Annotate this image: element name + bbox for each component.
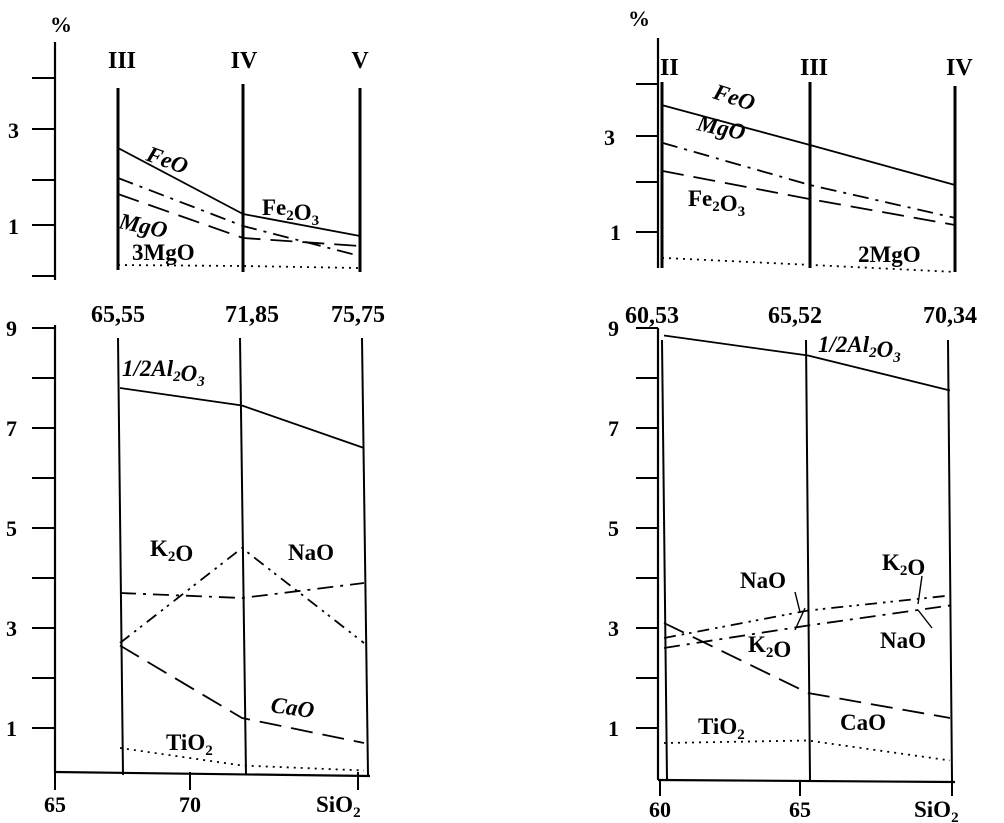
right-bottom-label-tio2: TiO2 <box>698 714 745 743</box>
left-top-label-3mgo: 3MgO <box>132 240 195 265</box>
right-top-label-fe2o3: Fe2O3 <box>688 186 745 220</box>
left-bottom-series-k2o <box>119 582 365 599</box>
left-bottom-x-axis-label-sio2: SiO2 <box>316 792 361 821</box>
right-bottom-label-k2o: K2O <box>748 632 791 662</box>
left-bottom-y-tick-label: 7 <box>6 416 17 441</box>
right-bottom-column-line <box>947 339 953 781</box>
left-bottom-label-tio2: TiO2 <box>166 730 213 759</box>
right-bottom-y-tick-label: 9 <box>608 316 619 341</box>
left-top-stage-label: V <box>351 48 369 74</box>
left-bottom-label-cao: CaO <box>269 692 316 723</box>
right-top-series-2mgo <box>661 256 956 273</box>
left-top-y-unit: % <box>50 12 72 37</box>
left-bottom-column-line <box>117 337 124 776</box>
right-top-label-2mgo: 2MgO <box>858 242 921 267</box>
left-bottom-column-line <box>239 337 247 776</box>
left-top-stage-label: III <box>108 48 136 74</box>
right-top-y-unit: % <box>628 6 650 31</box>
left-bottom-column-value: 71,85 <box>225 302 279 328</box>
left-top-label-mgo: MgO <box>116 208 170 243</box>
left-bottom-column-line <box>361 337 369 776</box>
right-bottom-x-axis-label-sio2: SiO2 <box>914 797 959 823</box>
left-top-series-feo <box>117 147 244 215</box>
right-bottom-column-line <box>805 339 811 781</box>
left-top-label-fe2o3: Fe2O3 <box>262 195 319 229</box>
right-bottom-series-nao <box>663 594 951 639</box>
left-top-y-tick-label: 3 <box>8 118 19 143</box>
right-bottom-x-axis <box>657 778 956 784</box>
right-bottom-leader-k2o <box>794 607 806 631</box>
right-bottom-series-1-2al2o3 <box>663 334 951 392</box>
left-bottom-y-tick-label: 3 <box>6 616 17 641</box>
left-top-stage-label: IV <box>231 48 258 74</box>
left-bottom-column-value: 75,75 <box>331 302 385 328</box>
left-bottom-series-nao <box>119 546 365 644</box>
left-bottom-x-axis <box>54 770 371 778</box>
left-top-series-mgo <box>117 193 361 247</box>
right-bottom-label-al2o3: 1/2Al2O3 <box>818 332 901 366</box>
right-top-series-feo <box>661 104 956 186</box>
left-bottom-y-tick-label: 1 <box>6 716 17 741</box>
right-bottom-label-k2o-right: K2O <box>882 550 925 580</box>
right-bottom-x-tick-label: 60 <box>649 797 671 822</box>
right-top-y-tick-label: 3 <box>604 125 615 150</box>
left-bottom-label-nao: NaO <box>288 540 334 565</box>
right-bottom-y-tick-label: 7 <box>608 416 619 441</box>
left-bottom-y-tick-label: 5 <box>6 516 17 541</box>
right-top-stage-label: III <box>800 55 828 81</box>
right-bottom-series-cao <box>663 622 951 719</box>
left-bottom-x-tick-label: 70 <box>179 792 201 817</box>
right-bottom-y-tick-label: 1 <box>608 716 619 741</box>
left-bottom-label-al2o3: 1/2Al2O3 <box>122 356 205 390</box>
right-bottom-leader-nao <box>794 591 801 613</box>
left-top-series-3mgo <box>117 264 361 269</box>
right-bottom-column-line <box>661 339 668 781</box>
left-bottom-column-value: 65,55 <box>91 302 145 328</box>
right-top-label-feo: FeO <box>710 79 759 116</box>
left-bottom-series-1-2al2o3 <box>119 387 365 449</box>
left-bottom-label-k2o: K2O <box>150 536 193 566</box>
right-top-series-fe2o3 <box>661 170 956 226</box>
right-top-y-tick-label: 1 <box>610 220 621 245</box>
right-bottom-y-tick-label: 5 <box>608 516 619 541</box>
right-bottom-y-tick-label: 3 <box>608 616 619 641</box>
left-top-series-fe2o3 <box>242 213 361 237</box>
right-bottom-label-cao: CaO <box>840 710 886 735</box>
left-bottom-y-tick-label: 9 <box>6 316 17 341</box>
left-bottom-series-tio2 <box>119 747 365 772</box>
right-bottom-series-k2o <box>663 604 951 649</box>
right-bottom-label-nao: NaO <box>740 568 786 593</box>
right-bottom-label-nao-right: NaO <box>880 628 926 653</box>
right-bottom-leader-k2o-right <box>917 575 923 605</box>
left-top-series-unlabeled <box>117 177 361 257</box>
left-bottom-x-tick-label: 65 <box>44 792 66 817</box>
right-top-stage-label: IV <box>946 55 973 81</box>
right-bottom-x-tick-label: 65 <box>789 797 811 822</box>
right-bottom-series-tio2 <box>663 739 951 762</box>
right-bottom-column-value: 60,53 <box>625 303 679 329</box>
right-top-label-mgo: MgO <box>694 110 748 145</box>
right-bottom-leader-nao-right <box>917 609 933 629</box>
right-bottom-column-value: 65,52 <box>768 303 822 329</box>
right-bottom-column-value: 70,34 <box>923 303 977 329</box>
right-top-stage-label: II <box>660 55 679 81</box>
left-top-y-tick-label: 1 <box>8 214 19 239</box>
left-bottom-series-cao <box>119 644 365 744</box>
